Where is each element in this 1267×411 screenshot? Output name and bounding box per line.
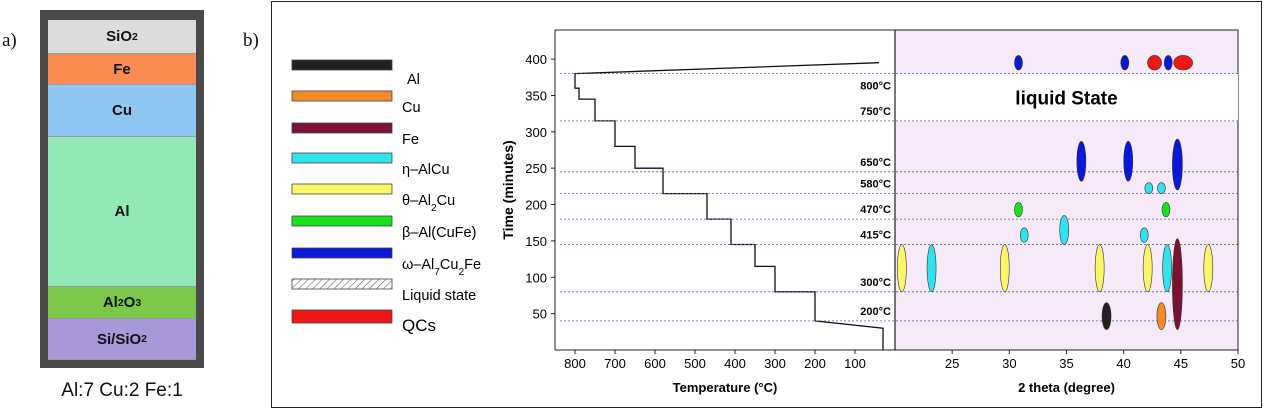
step-temperature-label: 470°C <box>860 204 891 216</box>
phase-marker-theta <box>1203 244 1214 293</box>
time-tick-label: 150 <box>525 234 547 249</box>
step-temperature-label: 415°C <box>860 230 891 242</box>
phase-marker-qc <box>1147 55 1162 71</box>
layer-cu: Cu <box>48 85 196 137</box>
liquid-state-label: liquid State <box>1015 88 1117 109</box>
phase-marker-theta <box>1094 244 1105 293</box>
temp-tick-label: 800 <box>564 356 586 371</box>
step-temperature-label: 750°C <box>860 106 891 118</box>
layer-si-sio2: Si/SiO 2 <box>48 319 196 360</box>
legend-label-cu: Cu <box>402 100 421 116</box>
temp-tick-label: 600 <box>644 356 666 371</box>
phase-marker-eta <box>1059 215 1070 245</box>
legend-label-liquid: Liquid state <box>402 288 476 304</box>
legend: Al Cu Fe η–AlCu θ–Al2Cu β–Al(CuFe) ω–Al7Cu2Fe L… <box>291 59 481 335</box>
legend-swatch-beta <box>291 215 393 227</box>
two-theta-tick-label: 45 <box>1174 356 1188 371</box>
phase-marker-theta <box>1142 244 1153 293</box>
legend-label-theta: θ–Al2Cu <box>402 193 455 214</box>
time-tick-label: 400 <box>525 52 547 67</box>
step-temperature-label: 650°C <box>860 157 891 169</box>
phase-marker-theta <box>999 244 1010 293</box>
temp-tick-label: 400 <box>724 356 746 371</box>
panel-a-label: a) <box>2 30 17 51</box>
phase-marker-omega <box>1014 55 1023 71</box>
phase-marker-eta <box>1019 227 1029 243</box>
composition-ratio: Al:7 Cu:2 Fe:1 <box>61 380 183 401</box>
layer-sio2: SiO 2 <box>48 20 196 54</box>
layer-al2o3: Al 2 O 3 <box>48 287 196 319</box>
time-tick-label: 100 <box>525 270 547 285</box>
phase-marker-eta <box>1139 227 1149 243</box>
legend-swatch-omega <box>291 247 393 259</box>
time-tick-label: 50 <box>533 307 547 322</box>
temperature-axes: 800 700 600 500 400 300 200 100 50 100 150 200 250 30… <box>500 29 896 395</box>
phase-marker-beta <box>1014 202 1023 218</box>
temp-tick-label: 100 <box>844 356 866 371</box>
phase-marker-al <box>1101 302 1112 330</box>
phase-marker-omega <box>1123 140 1134 182</box>
layer-fe: Fe <box>48 54 196 85</box>
phase-marker-cu <box>1156 302 1167 330</box>
two-theta-tick-label: 30 <box>1002 356 1016 371</box>
phase-marker-omega <box>1120 55 1130 71</box>
time-tick-label: 200 <box>525 198 547 213</box>
two-theta-axes: liquid State 200°C 300°C 415°C 470°C 580°C 650… <box>560 29 1245 395</box>
phase-marker-eta <box>1157 182 1166 194</box>
time-tick-label: 250 <box>525 161 547 176</box>
phase-marker-eta <box>1162 244 1172 293</box>
legend-swatch-theta <box>291 183 393 195</box>
legend-label-al: Al <box>407 72 420 88</box>
legend-swatch-qc <box>291 309 393 324</box>
two-theta-tick-label: 35 <box>1059 356 1073 371</box>
two-theta-axis-label: 2 theta (degree) <box>1018 380 1115 395</box>
phase-marker-eta <box>1144 182 1154 194</box>
legend-label-qc: QCs <box>402 316 436 335</box>
liquid-state-band <box>895 73 1238 121</box>
phase-marker-fe <box>1172 238 1183 330</box>
temp-tick-label: 300 <box>764 356 786 371</box>
time-tick-label: 300 <box>525 125 547 140</box>
step-temperature-label: 580°C <box>860 179 891 191</box>
temp-tick-label: 700 <box>604 356 626 371</box>
phase-marker-omega <box>1076 140 1087 182</box>
phase-marker-qc <box>1173 55 1193 71</box>
panel-b-frame <box>271 1 1262 408</box>
time-tick-label: 350 <box>525 88 547 103</box>
two-theta-tick-label: 40 <box>1116 356 1130 371</box>
temp-tick-label: 200 <box>804 356 826 371</box>
panel-b-label: b) <box>243 30 259 51</box>
legend-swatch-liquid <box>291 278 393 290</box>
phase-marker-eta <box>926 244 937 293</box>
legend-swatch-fe <box>291 122 393 134</box>
layer-stack: SiO 2 Fe Cu Al Al 2 O 3 Si/SiO 2 <box>40 10 204 368</box>
temperature-profile-line <box>574 62 884 350</box>
two-theta-tick-label: 25 <box>945 356 959 371</box>
temp-tick-label: 500 <box>684 356 706 371</box>
phase-marker-beta <box>1161 202 1171 218</box>
step-temperature-label: 800°C <box>860 81 891 93</box>
temperature-plot-area <box>554 29 896 351</box>
legend-label-fe: Fe <box>402 132 419 148</box>
step-temperature-label: 200°C <box>860 306 891 318</box>
temperature-axis-label: Temperature (°C) <box>673 380 778 395</box>
legend-swatch-cu <box>291 90 393 102</box>
legend-label-beta: β–Al(CuFe) <box>402 225 476 241</box>
layer-al: Al <box>48 137 196 287</box>
time-axis-label: Time (minutes) <box>500 140 516 239</box>
step-temperature-label: 300°C <box>860 277 891 289</box>
phase-marker-theta <box>897 244 907 293</box>
phase-marker-omega <box>1172 138 1183 191</box>
legend-label-omega: ω–Al7Cu2Fe <box>402 257 481 278</box>
two-theta-tick-label: 50 <box>1231 356 1245 371</box>
legend-swatch-al <box>291 59 393 71</box>
phase-marker-omega <box>1163 55 1173 71</box>
legend-swatch-eta <box>291 152 393 164</box>
legend-label-eta: η–AlCu <box>402 162 450 178</box>
